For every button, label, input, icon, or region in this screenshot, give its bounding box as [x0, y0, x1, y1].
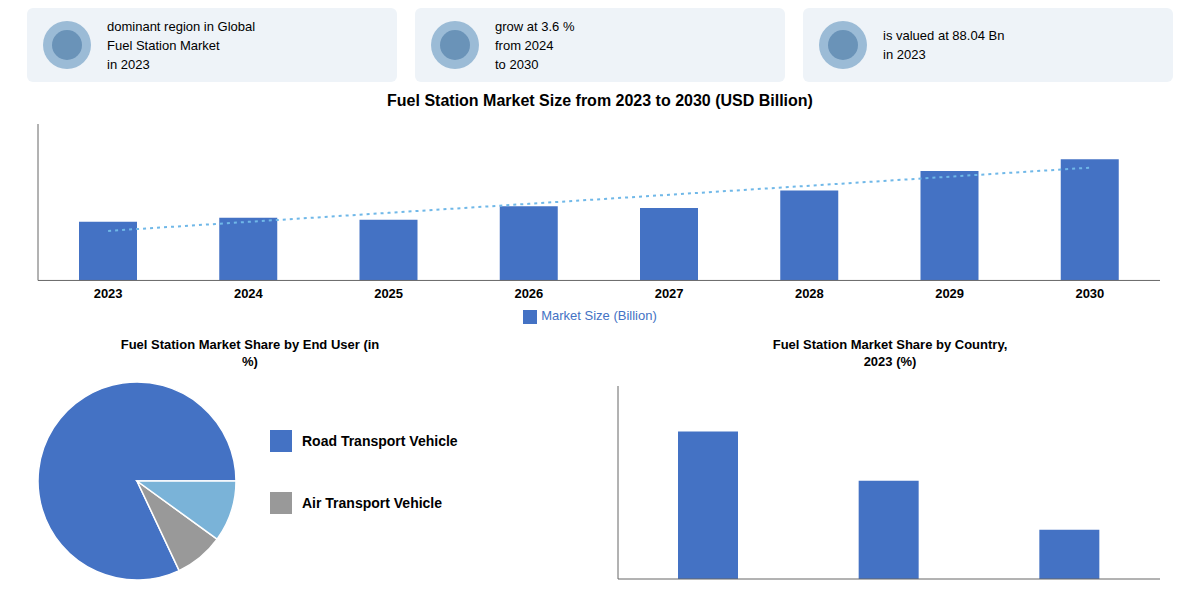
html-text:dominant region in Global: dominant region in Global: [107, 18, 256, 34]
svg-text:2026: 2026: [514, 286, 543, 301]
html-text:Air Transport Vehicle: Air Transport Vehicle: [302, 495, 443, 511]
html-text:Fuel Station Market Size from: Fuel Station Market Size from 2023 to 20…: [387, 92, 813, 109]
html-text:is valued at 88.04 Bn: is valued at 88.04 Bn: [883, 28, 1005, 43]
svg-text:2029: 2029: [935, 286, 964, 301]
svg-text:2027: 2027: [655, 286, 684, 301]
html-text:in 2023: in 2023: [107, 56, 150, 72]
html-text:Fuel Station Market Share by C: Fuel Station Market Share by Country, 20…: [772, 337, 1008, 369]
html-text:Road Transport Vehicle: Road Transport Vehicle: [302, 433, 458, 449]
html-text:Fuel Station Market: Fuel Station Market: [107, 37, 220, 53]
html-text:Fuel Station Market Share by E: Fuel Station Market Share by End User (i…: [120, 337, 380, 369]
html-text:Market Size (Billion): Market Size (Billion): [541, 308, 657, 324]
svg-text:2025: 2025: [374, 286, 403, 301]
html-text:grow at 3.6 %: grow at 3.6 %: [495, 18, 575, 34]
svg-text:2028: 2028: [795, 286, 824, 301]
html-text:from 2024: from 2024: [495, 37, 554, 53]
svg-text:2024: 2024: [234, 286, 264, 301]
svg-text:2023: 2023: [94, 286, 123, 301]
html-text:to 2030: to 2030: [495, 56, 539, 72]
svg-text:2030: 2030: [1075, 286, 1104, 301]
html-text:in 2023: in 2023: [883, 47, 926, 62]
